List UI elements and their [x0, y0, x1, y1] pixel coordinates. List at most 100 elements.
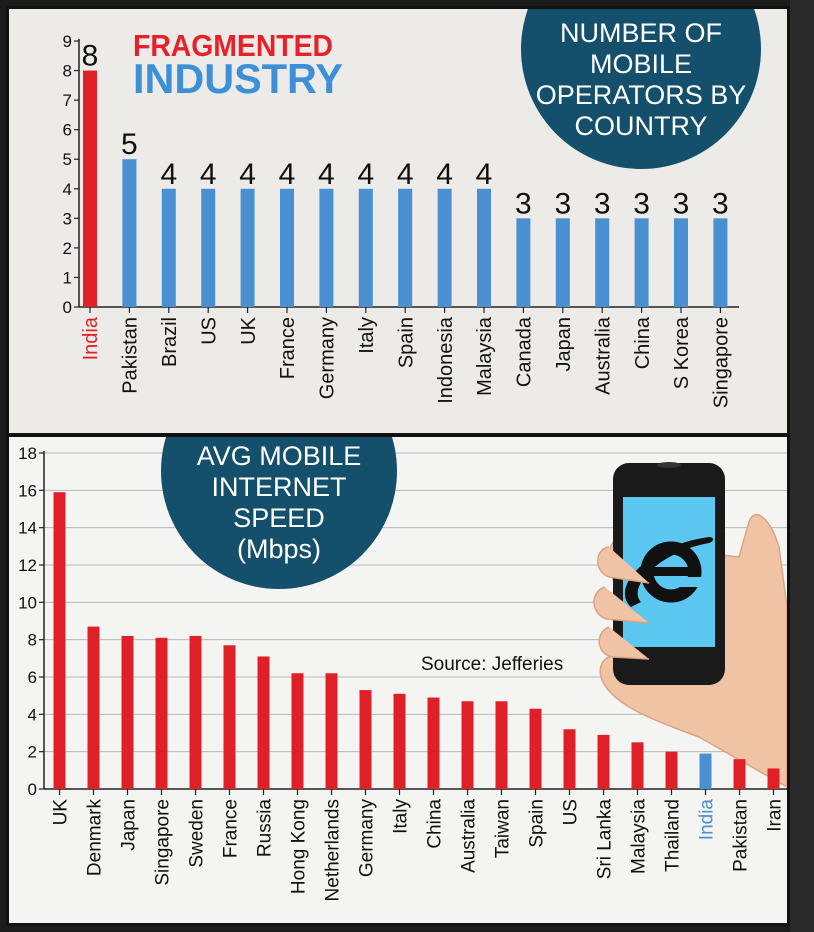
data-label-germany: 4 [318, 158, 335, 191]
source-note: Source: Jefferies [421, 654, 563, 675]
bar-sri-lanka [597, 734, 610, 789]
x-label-russia: Russia [254, 799, 275, 858]
y-tick-label: 10 [18, 593, 37, 612]
operators-title-line-2: MOBILE [590, 49, 692, 79]
bar-china [634, 218, 649, 307]
data-label-canada: 3 [515, 187, 532, 220]
brand-title-line-2: INDUSTRY [133, 55, 343, 102]
y-tick-label: 18 [18, 444, 37, 463]
bar-india [83, 70, 97, 307]
x-label-netherlands: Netherlands [322, 799, 343, 901]
x-label-india: India [696, 799, 717, 841]
x-label-indonesia: Indonesia [435, 316, 457, 404]
data-label-us: 4 [200, 158, 217, 191]
bar-s-korea [674, 218, 688, 307]
y-tick-label: 3 [63, 209, 72, 228]
x-label-thailand: Thailand [662, 799, 683, 872]
x-label-japan: Japan [118, 799, 139, 851]
x-label-australia: Australia [592, 316, 614, 395]
bar-india [699, 753, 712, 789]
y-tick-label: 4 [63, 180, 72, 199]
bar-uk [53, 492, 66, 789]
speed-title-line-1: AVG MOBILE [197, 441, 362, 471]
x-label-france: France [220, 799, 241, 858]
x-label-us: US [198, 317, 220, 345]
right-edge-strip [790, 0, 814, 932]
data-label-indonesia: 4 [436, 158, 453, 191]
x-label-sri-lanka: Sri Lanka [594, 799, 615, 880]
speed-chart: AVG MOBILE INTERNET SPEED (Mbps) [18, 353, 788, 901]
x-label-china: China [632, 316, 654, 369]
y-tick-label: 16 [18, 481, 37, 500]
x-label-germany: Germany [317, 317, 339, 399]
bar-netherlands [325, 673, 338, 789]
x-label-us: US [560, 799, 581, 825]
x-label-hong-kong: Hong Kong [288, 799, 309, 894]
x-label-pakistan: Pakistan [730, 799, 751, 872]
bar-japan [121, 635, 134, 789]
bar-us [201, 188, 216, 307]
bar-italy [358, 188, 373, 307]
bar-italy [393, 693, 406, 789]
x-label-iran: Iran [764, 799, 785, 832]
panel-divider [9, 433, 787, 437]
bar-spain [529, 708, 542, 789]
bar-iran [767, 768, 780, 789]
bar-australia [595, 218, 610, 307]
infographic-frame: India Pakistan Brazil US UK France Germany Ital… [6, 0, 790, 926]
bar-pakistan [733, 759, 746, 789]
browser-icon [624, 537, 714, 607]
operators-chart: India Pakistan Brazil US UK France Germany Ital… [63, 0, 761, 408]
data-label-italy: 4 [357, 158, 374, 191]
x-label-uk: UK [50, 799, 71, 826]
y-tick-label: 6 [63, 121, 72, 140]
data-label-malaysia: 4 [476, 158, 493, 191]
x-label-s-korea: S Korea [671, 316, 693, 389]
x-label-italy: Italy [390, 799, 411, 834]
x-label-china: China [424, 799, 445, 849]
x-label-india: India [80, 316, 102, 360]
bar-us [563, 729, 576, 789]
x-label-australia: Australia [458, 799, 479, 873]
operators-chart-panel: India Pakistan Brazil US UK France Germany Ital… [9, 0, 787, 433]
x-label-uk: UK [238, 316, 260, 344]
bar-taiwan [495, 701, 508, 789]
x-label-malaysia: Malaysia [474, 316, 496, 396]
y-tick-label: 4 [28, 705, 37, 724]
brand-title-line-1: FRAGMENTED [133, 28, 333, 63]
bar-japan [555, 218, 570, 307]
bar-france [223, 645, 236, 789]
bar-spain [398, 188, 413, 307]
x-label-malaysia: Malaysia [628, 799, 649, 874]
x-label-japan: Japan [553, 317, 575, 372]
data-label-brazil: 4 [160, 158, 177, 191]
data-label-spain: 4 [397, 158, 414, 191]
x-label-singapore: Singapore [152, 799, 173, 886]
data-label-china: 3 [633, 187, 650, 220]
bar-germany [319, 188, 334, 307]
x-label-spain: Spain [395, 317, 417, 368]
operators-title-line-3: OPERATORS BY [536, 80, 747, 110]
bar-china [427, 697, 440, 789]
y-tick-label: 8 [63, 62, 72, 81]
bar-pakistan [122, 159, 137, 307]
bar-malaysia [631, 742, 644, 789]
hand-phone-illustration [593, 462, 788, 789]
bar-germany [359, 690, 372, 789]
y-tick-label: 14 [18, 519, 37, 538]
bar-uk [240, 188, 255, 307]
bar-indonesia [437, 188, 452, 307]
speed-title-line-3: SPEED [233, 503, 325, 533]
bar-thailand [665, 751, 678, 789]
bar-denmark [87, 626, 100, 789]
speed-title-line-4: (Mbps) [237, 534, 321, 564]
data-label-uk: 4 [239, 158, 256, 191]
x-label-denmark: Denmark [84, 799, 105, 877]
y-tick-label: 2 [63, 239, 72, 258]
y-tick-label: 0 [28, 780, 37, 799]
y-tick-label: 12 [18, 556, 37, 575]
x-label-taiwan: Taiwan [492, 799, 513, 858]
data-label-s-korea: 3 [673, 187, 690, 220]
operators-title-line-1: NUMBER OF [560, 18, 722, 48]
data-label-pakistan: 5 [121, 128, 138, 161]
